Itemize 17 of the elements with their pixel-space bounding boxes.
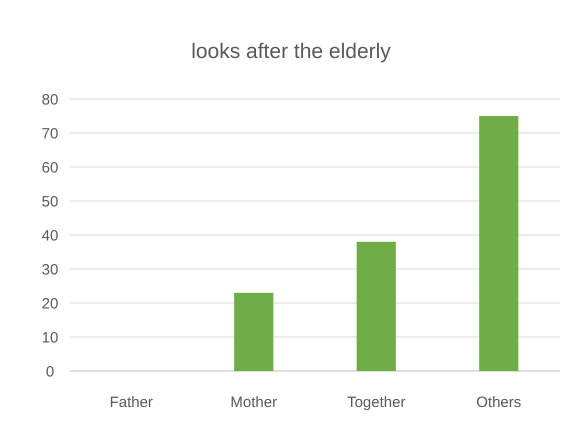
y-tick-label: 10 [42,329,58,346]
y-tick-label: 50 [42,193,58,210]
y-tick-label: 40 [42,227,58,244]
bar [234,292,274,371]
x-tick-label: Others [476,394,522,411]
y-tick-label: 0 [46,363,54,380]
bar [356,242,396,371]
chart-title: looks after the elderly [191,40,392,63]
y-tick-label: 70 [42,125,58,142]
x-tick-label: Together [347,394,406,411]
y-tick-label: 20 [42,295,58,312]
y-tick-label: 60 [42,159,58,176]
x-tick-label: Father [110,394,153,411]
y-tick-label: 80 [42,91,58,108]
y-tick-label: 30 [42,261,58,278]
x-tick-label: Mother [230,394,278,411]
bar [479,116,518,371]
